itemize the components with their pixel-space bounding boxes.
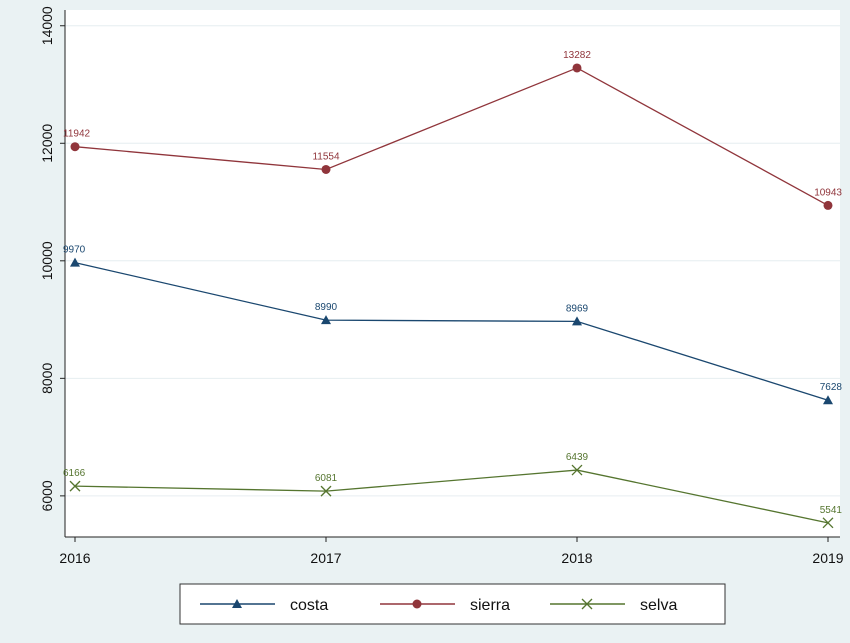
legend-marker-sierra [412,599,422,609]
series-line-sierra [74,67,829,206]
legend-marker-costa [232,599,242,608]
x-tick-label: 2016 [59,550,90,566]
axes: 6000 8000 10000 12000 14000 2016 2017 2018 2019 [39,6,844,566]
x-tick-label: 2018 [561,550,592,566]
point-sierra [70,142,80,152]
grid-lines [65,25,840,497]
data-label-costa: 8969 [566,303,589,314]
point-costa [70,257,80,267]
marker-stroke [571,464,583,476]
marker-stroke [320,485,332,497]
marker-stroke [69,480,81,492]
point-costa [321,315,331,325]
point-costa [823,395,833,405]
plot-area [65,10,840,537]
legend-marker-selva [581,598,593,610]
marker-stroke [822,517,834,529]
y-tick-label: 12000 [39,124,55,163]
data-label-selva: 5541 [820,505,843,516]
point-sierra [823,200,833,210]
y-tick-label: 10000 [39,241,55,280]
data-label-sierra: 11554 [312,151,340,162]
x-tick-label: 2017 [310,550,341,566]
data-label-sierra: 13282 [563,50,591,61]
y-tick-label: 8000 [39,363,55,394]
data-label-sierra: 10943 [814,187,842,198]
y-tick-label: 14000 [39,6,55,45]
data-label-selva: 6439 [566,452,589,463]
legend-label-costa: costa [290,597,328,614]
series-selva: 6166 6081 6439 5541 [63,452,843,529]
legend-item-selva: selva [550,597,677,614]
data-label-costa: 9970 [63,245,86,256]
data-label-selva: 6166 [63,468,86,479]
legend-item-costa: costa [200,597,328,614]
legend-label-sierra: sierra [470,597,510,614]
point-sierra [572,63,582,73]
y-tick-label: 6000 [39,480,55,511]
point-selva [571,464,583,476]
point-selva [822,517,834,529]
point-selva [320,485,332,497]
data-label-costa: 7628 [820,382,843,393]
point-selva [69,480,81,492]
legend-label-selva: selva [640,597,677,614]
legend: costa sierra selva [179,583,726,625]
data-label-costa: 8990 [315,302,338,313]
point-costa [572,316,582,326]
series-costa: 9970 8990 8969 7628 [63,245,842,405]
legend-item-sierra: sierra [380,597,510,614]
data-label-selva: 6081 [315,473,338,484]
series-line-costa [74,261,829,401]
series-sierra: 11942 11554 13282 10943 [63,50,842,210]
marker-stroke [581,598,593,610]
data-label-sierra: 11942 [63,129,91,140]
x-tick-label: 2019 [812,550,843,566]
point-sierra [321,164,331,174]
series-line-selva [74,469,829,524]
series-group: 9970 8990 8969 7628 11942 11554 13282 10943 6166… [63,50,843,529]
